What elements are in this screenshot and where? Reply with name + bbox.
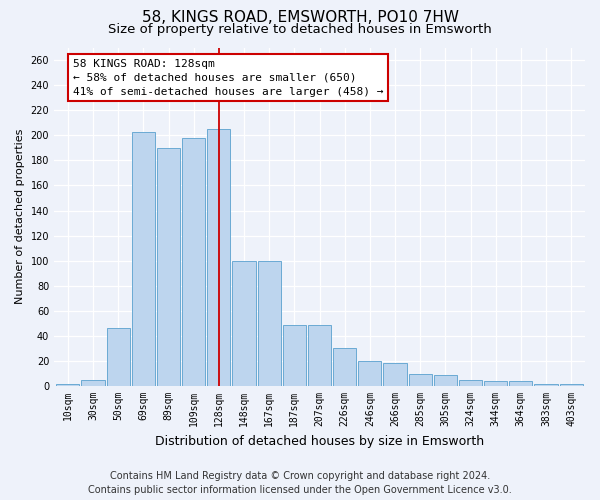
Text: 58, KINGS ROAD, EMSWORTH, PO10 7HW: 58, KINGS ROAD, EMSWORTH, PO10 7HW [142,10,458,25]
Bar [182,138,205,386]
Bar [107,328,130,386]
Bar [560,384,583,386]
Text: Contains HM Land Registry data © Crown copyright and database right 2024.
Contai: Contains HM Land Registry data © Crown c… [88,471,512,495]
Bar [333,348,356,386]
Bar [232,260,256,386]
Bar [358,361,382,386]
Bar [207,129,230,386]
X-axis label: Distribution of detached houses by size in Emsworth: Distribution of detached houses by size … [155,434,484,448]
Bar [383,364,407,386]
Bar [157,148,180,386]
Bar [409,374,432,386]
Text: 58 KINGS ROAD: 128sqm
← 58% of detached houses are smaller (650)
41% of semi-det: 58 KINGS ROAD: 128sqm ← 58% of detached … [73,59,383,97]
Bar [509,381,532,386]
Bar [308,324,331,386]
Bar [434,375,457,386]
Bar [257,260,281,386]
Y-axis label: Number of detached properties: Number of detached properties [15,129,25,304]
Bar [484,381,507,386]
Bar [82,380,104,386]
Bar [459,380,482,386]
Bar [132,132,155,386]
Text: Size of property relative to detached houses in Emsworth: Size of property relative to detached ho… [108,22,492,36]
Bar [535,384,557,386]
Bar [283,324,306,386]
Bar [56,384,79,386]
